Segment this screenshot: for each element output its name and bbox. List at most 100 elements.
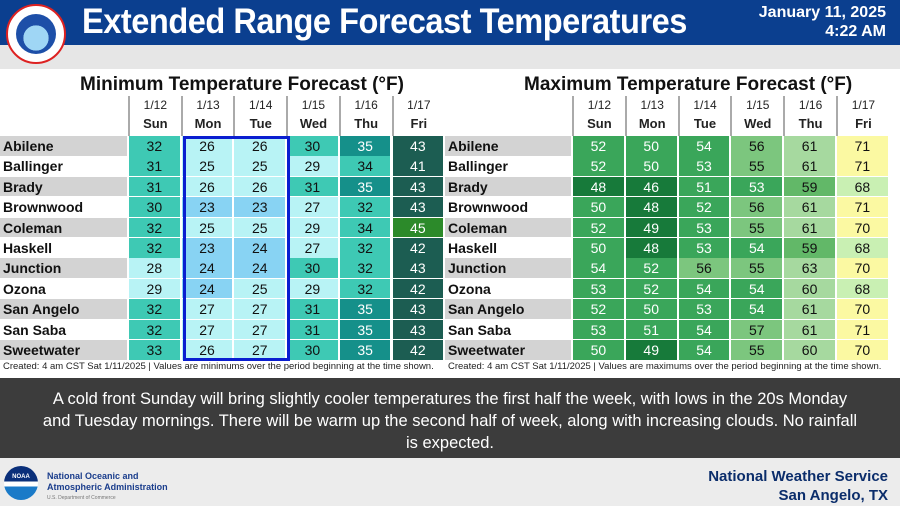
noaa-text: National Oceanic and Atmospheric Adminis…: [47, 471, 168, 504]
temp-cell: 68: [837, 238, 888, 258]
temp-cell: 27: [234, 319, 286, 340]
temp-cell: 32: [339, 278, 391, 299]
city-name: Ozona: [3, 280, 46, 297]
temp-cell: 51: [678, 176, 730, 197]
column-day: Sun: [587, 116, 612, 131]
temp-cell: 27: [181, 299, 233, 319]
temp-cell: 26: [181, 340, 233, 360]
temp-cell: 42: [392, 278, 444, 299]
forecast-summary: A cold front Sunday will bring slightly …: [0, 378, 900, 458]
column-date: 1/15: [746, 98, 770, 112]
temp-cell: 52: [625, 258, 677, 278]
temp-cell: 54: [573, 258, 624, 278]
temp-cell: 27: [234, 340, 286, 360]
temp-cell: 31: [287, 319, 338, 340]
temp-cell: 27: [181, 319, 233, 340]
city-name: Abilene: [0, 136, 127, 156]
column-header: 1/16 Thu: [783, 96, 836, 136]
temp-cell: 30: [287, 340, 338, 360]
table-row: Ozona 29 24 25 29 32 42: [0, 278, 444, 299]
column-date: 1/16: [354, 98, 378, 112]
issue-datetime: January 11, 2025 4:22 AM: [759, 3, 886, 41]
temp-cell: 32: [129, 319, 180, 340]
temp-cell: 32: [129, 217, 180, 238]
temp-cell: 49: [625, 340, 677, 360]
temp-cell: 71: [837, 197, 888, 217]
temp-cell: 35: [339, 340, 391, 360]
noaa-logo-icon: NOAA: [4, 466, 38, 500]
city-name: Brady: [0, 176, 127, 197]
temp-cell: 48: [625, 238, 677, 258]
column-header: 1/16 Thu: [338, 96, 392, 136]
city-name: Sweetwater: [445, 340, 571, 360]
temp-cell: 56: [678, 258, 730, 278]
temp-cell: 70: [837, 258, 888, 278]
temp-cell: 57: [731, 319, 783, 340]
column-header: 1/17 Fri: [836, 96, 889, 136]
table-row: Haskell 32 23 24 27 32 42: [0, 238, 444, 258]
office-line1: National Weather Service: [708, 468, 888, 485]
temp-cell: 23: [181, 197, 233, 217]
city-name: Junction: [445, 258, 571, 278]
temp-cell: 32: [339, 238, 391, 258]
column-day: Tue: [693, 116, 717, 131]
temp-cell: 43: [392, 319, 444, 340]
column-header: 1/12 Sun: [572, 96, 625, 136]
column-header: 1/13 Mon: [624, 96, 678, 136]
temp-cell: 35: [339, 176, 391, 197]
table-row: Ballinger 52 50 53 55 61 71: [445, 156, 889, 176]
issue-time: 4:22 AM: [825, 23, 886, 40]
temp-cell: 26: [234, 136, 286, 156]
city-name: Haskell: [3, 240, 53, 256]
temp-cell: 63: [784, 258, 835, 278]
temp-cell: 43: [392, 299, 444, 319]
temp-cell: 52: [573, 136, 624, 156]
temp-cell: 43: [392, 258, 444, 278]
table-row: Abilene 32 26 26 30 35 43: [0, 136, 444, 156]
table-row: San Saba 53 51 54 57 61 71: [445, 319, 889, 340]
temp-cell: 60: [784, 278, 835, 299]
column-header: 1/15 Wed: [730, 96, 783, 136]
temp-cell: 46: [625, 176, 677, 197]
table-row: Ozona 53 52 54 54 60 68: [445, 278, 889, 299]
temp-cell: 26: [181, 136, 233, 156]
city-name: Haskell: [448, 240, 498, 256]
temp-cell: 53: [731, 176, 783, 197]
column-date: 1/12: [143, 98, 168, 112]
temp-cell: 27: [287, 197, 338, 217]
column-day: Mon: [194, 116, 222, 131]
temp-cell: 50: [573, 197, 624, 217]
office-line2: San Angelo, TX: [778, 487, 888, 504]
temp-cell: 61: [784, 319, 835, 340]
min-table-title: Minimum Temperature Forecast (°F): [80, 74, 404, 95]
temp-cell: 32: [129, 299, 180, 319]
temp-cell: 31: [287, 299, 338, 319]
noaa-logo-text: NOAA: [12, 474, 30, 480]
table-row: Brownwood 30 23 23 27 32 43: [0, 197, 444, 217]
temp-cell: 50: [573, 238, 624, 258]
temp-cell: 29: [287, 217, 338, 238]
city-name: Brownwood: [3, 199, 84, 216]
table-row: San Angelo 52 50 53 54 61 70: [445, 299, 889, 319]
temp-cell: 27: [234, 299, 286, 319]
temp-cell: 23: [181, 238, 233, 258]
temp-cell: 35: [339, 319, 391, 340]
table-row: Sweetwater 50 49 54 55 60 70: [445, 340, 889, 360]
temp-cell: 25: [234, 278, 286, 299]
temp-cell: 53: [678, 299, 730, 319]
temp-cell: 24: [181, 278, 233, 299]
table-row: Abilene 52 50 54 56 61 71: [445, 136, 889, 156]
temp-cell: 29: [287, 278, 338, 299]
temp-cell: 55: [731, 156, 783, 176]
temp-cell: 43: [392, 197, 444, 217]
temp-cell: 53: [573, 319, 624, 340]
header-strip: [0, 45, 900, 69]
footer: [0, 458, 900, 506]
office-name: National Weather Service San Angelo, TX: [708, 467, 888, 505]
temp-cell: 24: [234, 238, 286, 258]
temp-cell: 35: [339, 136, 391, 156]
column-date: 1/17: [851, 98, 876, 112]
temp-cell: 59: [784, 238, 835, 258]
temp-cell: 31: [129, 176, 180, 197]
temp-cell: 70: [837, 217, 888, 238]
